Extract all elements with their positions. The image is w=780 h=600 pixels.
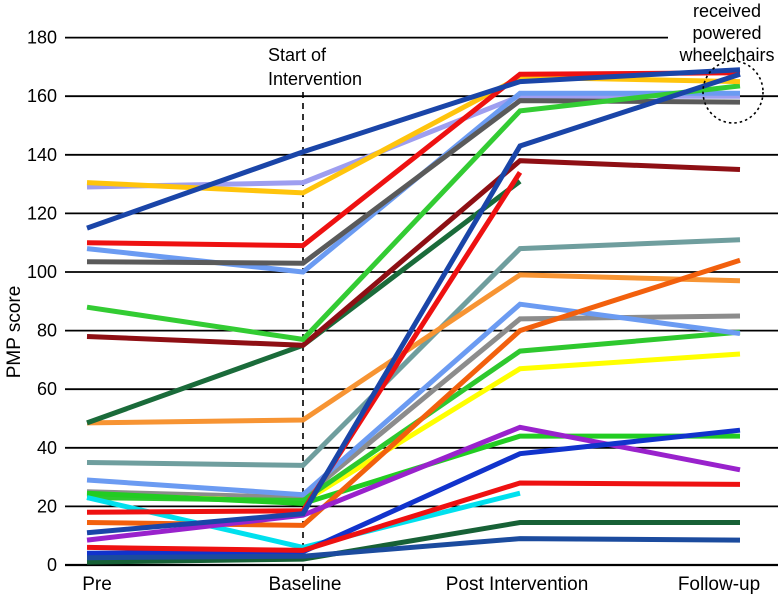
participant-line-21 [86, 480, 741, 553]
participant-line-14 [86, 520, 740, 565]
y-tick-label-20: 20 [37, 496, 57, 516]
x-category-label-pre: Pre [82, 574, 112, 595]
y-tick-label-160: 160 [27, 86, 57, 106]
x-category-label-follow-up: Follow-up [678, 574, 760, 595]
wheelchair-label-line3: wheelchairs [678, 45, 774, 65]
y-tick-label-100: 100 [27, 262, 57, 282]
y-tick-label-60: 60 [37, 379, 57, 399]
participant-line-05 [86, 237, 741, 468]
intervention-label-line1: Start of [268, 45, 327, 65]
intervention-label-line2: Intervention [268, 69, 362, 89]
wheelchair-label-line1: received [693, 1, 761, 21]
participant-line-01 [86, 93, 740, 190]
y-tick-label-80: 80 [37, 321, 57, 341]
participant-line-15 [86, 158, 741, 348]
participant-line-24 [86, 67, 741, 231]
participant-line-16 [86, 83, 741, 343]
wheelchair-annotation: received powered wheelchairs [678, 1, 775, 124]
participant-line-18 [86, 424, 741, 543]
participant-line-09 [86, 301, 741, 498]
x-category-label-post-intervention: Post Intervention [446, 574, 589, 595]
participant-line-20 [86, 536, 741, 561]
y-tick-label-180: 180 [27, 28, 57, 48]
y-tick-label-120: 120 [27, 203, 57, 223]
participant-line-19 [86, 427, 741, 556]
wheelchair-label-line2: powered [692, 23, 761, 43]
y-axis-title: PMP score [4, 286, 25, 379]
y-axis-tick-labels: 0 20 40 60 80 100 120 140 160 180 [27, 28, 57, 575]
y-tick-label-140: 140 [27, 145, 57, 165]
x-category-label-baseline: Baseline [269, 574, 342, 595]
intervention-annotation: Start of Intervention [268, 45, 362, 89]
x-axis-category-labels: Pre Baseline Post Intervention Follow-up [82, 574, 760, 595]
series-lines [86, 67, 741, 565]
wheelchair-circle [702, 60, 764, 124]
participant-line-25 [86, 71, 741, 536]
y-tick-label-0: 0 [47, 555, 57, 575]
participant-line-11 [86, 272, 741, 426]
y-tick-label-40: 40 [37, 438, 57, 458]
participant-line-03 [86, 98, 741, 266]
